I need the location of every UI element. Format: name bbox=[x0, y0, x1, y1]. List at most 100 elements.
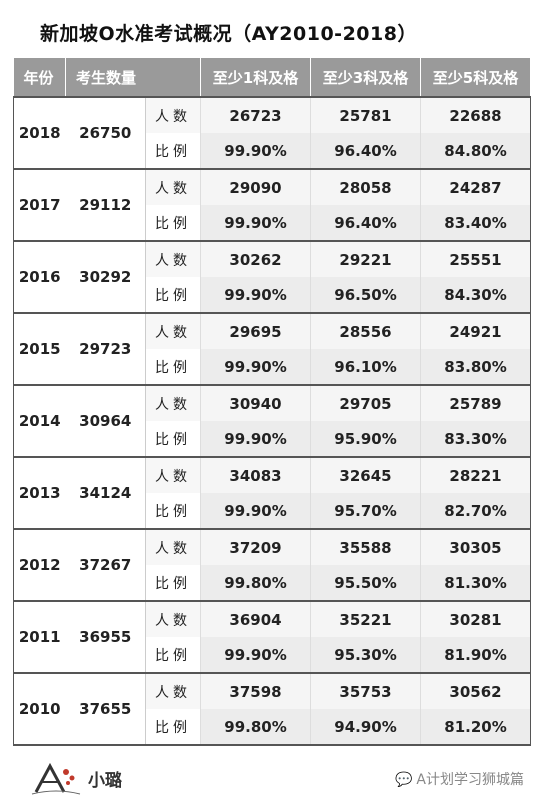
table-row: 2012 37267 人数 37209 35588 30305 bbox=[13, 528, 532, 601]
count-value: 30940 bbox=[200, 384, 311, 421]
year-cell: 2011 bbox=[13, 600, 66, 673]
logo-text: 小璐 bbox=[88, 771, 122, 791]
ratio-value: 99.90% bbox=[200, 421, 311, 457]
ratio-label: 比例 bbox=[144, 637, 201, 673]
ratio-label: 比例 bbox=[144, 133, 201, 169]
count-value: 30562 bbox=[420, 672, 532, 709]
chat-icon: 💬 bbox=[394, 772, 413, 788]
ratio-value: 96.10% bbox=[310, 349, 421, 385]
year-cell: 2013 bbox=[13, 456, 66, 529]
table-row: 比例 99.90% 95.30% 81.90% bbox=[14, 637, 532, 673]
table-row: 比例 99.90% 96.40% 83.40% bbox=[14, 205, 532, 241]
count-value: 34083 bbox=[200, 456, 311, 493]
count-value: 35221 bbox=[310, 600, 421, 637]
count-label: 人数 bbox=[144, 672, 201, 709]
watermark: 💬 A计划学习狮城篇 bbox=[395, 769, 524, 789]
logo-icon bbox=[31, 762, 81, 795]
ratio-value: 95.50% bbox=[310, 565, 421, 601]
ratio-value: 95.90% bbox=[310, 421, 421, 457]
table-row: 2018 26750 人数 26723 25781 22688 bbox=[13, 96, 532, 169]
ratio-value: 99.90% bbox=[200, 205, 311, 241]
watermark-text: A计划学习狮城篇 bbox=[416, 772, 524, 788]
year-cell: 2015 bbox=[13, 312, 66, 385]
ratio-value: 99.80% bbox=[200, 709, 311, 746]
count-label: 人数 bbox=[144, 456, 201, 493]
candidates-cell: 34124 bbox=[65, 456, 146, 529]
candidates-cell: 29112 bbox=[65, 168, 146, 241]
table-row: 2015 29723 人数 29695 28556 24921 bbox=[13, 312, 532, 385]
ratio-label: 比例 bbox=[144, 421, 201, 457]
count-value: 28221 bbox=[420, 456, 532, 493]
footer: 小璐 💬 A计划学习狮城篇 bbox=[0, 760, 542, 800]
ratio-value: 94.90% bbox=[310, 709, 421, 746]
ratio-value: 99.80% bbox=[200, 565, 311, 601]
ratio-value: 95.70% bbox=[310, 493, 421, 529]
table-row: 2017 29112 人数 29090 28058 24287 bbox=[13, 168, 532, 241]
header-candidates: 考生数量 bbox=[65, 58, 202, 97]
count-value: 32645 bbox=[310, 456, 421, 493]
count-value: 24921 bbox=[420, 312, 532, 349]
ratio-value: 99.90% bbox=[200, 349, 311, 385]
table-row: 2010 37655 人数 37598 35753 30562 bbox=[13, 672, 532, 746]
table-row: 2016 30292 人数 30262 29221 25551 bbox=[13, 240, 532, 313]
count-value: 25781 bbox=[310, 96, 421, 133]
ratio-value: 83.40% bbox=[420, 205, 532, 241]
ratio-value: 99.90% bbox=[200, 493, 311, 529]
count-label: 人数 bbox=[144, 96, 201, 133]
header-year: 年份 bbox=[13, 58, 66, 97]
table-row: 2014 30964 人数 30940 29705 25789 bbox=[13, 384, 532, 457]
count-value: 37209 bbox=[200, 528, 311, 565]
ratio-value: 81.20% bbox=[420, 709, 532, 746]
ratio-value: 95.30% bbox=[310, 637, 421, 673]
header-pass1: 至少1科及格 bbox=[200, 58, 312, 97]
candidates-cell: 26750 bbox=[65, 96, 146, 169]
ratio-value: 99.90% bbox=[200, 133, 311, 169]
ratio-value: 82.70% bbox=[420, 493, 532, 529]
ratio-value: 84.30% bbox=[420, 277, 532, 313]
count-value: 25551 bbox=[420, 240, 532, 277]
count-value: 24287 bbox=[420, 168, 532, 205]
ratio-value: 81.30% bbox=[420, 565, 532, 601]
count-label: 人数 bbox=[144, 528, 201, 565]
candidates-cell: 37655 bbox=[65, 672, 146, 746]
count-value: 26723 bbox=[200, 96, 311, 133]
ratio-label: 比例 bbox=[144, 277, 201, 313]
table-row: 2013 34124 人数 34083 32645 28221 bbox=[13, 456, 532, 529]
table-row: 比例 99.80% 94.90% 81.20% bbox=[14, 709, 532, 746]
count-value: 35753 bbox=[310, 672, 421, 709]
count-value: 29221 bbox=[310, 240, 421, 277]
candidates-cell: 30292 bbox=[65, 240, 146, 313]
ratio-value: 81.90% bbox=[420, 637, 532, 673]
candidates-cell: 36955 bbox=[65, 600, 146, 673]
ratio-label: 比例 bbox=[144, 493, 201, 529]
ratio-value: 83.80% bbox=[420, 349, 532, 385]
table-row: 比例 99.90% 96.40% 84.80% bbox=[14, 133, 532, 169]
ratio-label: 比例 bbox=[144, 709, 201, 746]
count-label: 人数 bbox=[144, 240, 201, 277]
count-value: 30305 bbox=[420, 528, 532, 565]
year-cell: 2018 bbox=[13, 96, 66, 169]
ratio-value: 99.90% bbox=[200, 277, 311, 313]
ratio-value: 96.40% bbox=[310, 133, 421, 169]
header-pass5: 至少5科及格 bbox=[420, 58, 532, 97]
count-value: 25789 bbox=[420, 384, 532, 421]
ratio-value: 84.80% bbox=[420, 133, 532, 169]
table-row: 比例 99.90% 96.10% 83.80% bbox=[14, 349, 532, 385]
count-value: 28058 bbox=[310, 168, 421, 205]
count-value: 28556 bbox=[310, 312, 421, 349]
table-row: 比例 99.90% 96.50% 84.30% bbox=[14, 277, 532, 313]
count-value: 29695 bbox=[200, 312, 311, 349]
count-label: 人数 bbox=[144, 600, 201, 637]
count-value: 35588 bbox=[310, 528, 421, 565]
count-value: 29705 bbox=[310, 384, 421, 421]
table-row: 2011 36955 人数 36904 35221 30281 bbox=[13, 600, 532, 673]
candidates-cell: 29723 bbox=[65, 312, 146, 385]
table-row: 比例 99.80% 95.50% 81.30% bbox=[14, 565, 532, 601]
ratio-value: 99.90% bbox=[200, 637, 311, 673]
candidates-cell: 30964 bbox=[65, 384, 146, 457]
ratio-value: 83.30% bbox=[420, 421, 532, 457]
table-header-row: 年份 考生数量 至少1科及格 至少3科及格 至少5科及格 bbox=[13, 58, 532, 97]
year-cell: 2014 bbox=[13, 384, 66, 457]
count-label: 人数 bbox=[144, 384, 201, 421]
count-label: 人数 bbox=[144, 312, 201, 349]
